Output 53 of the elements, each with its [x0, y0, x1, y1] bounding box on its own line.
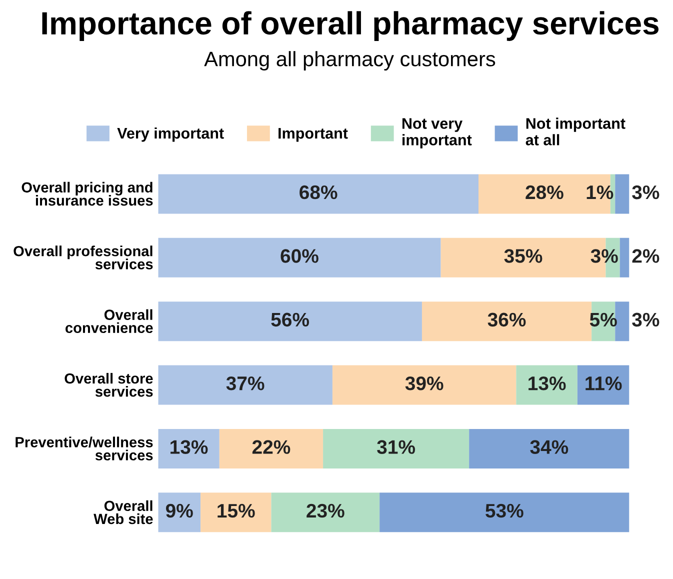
- data-label: 35%: [504, 249, 542, 263]
- data-label: 34%: [530, 440, 568, 454]
- data-label: 60%: [280, 249, 318, 263]
- data-label: 9%: [166, 504, 193, 518]
- y-tick-label: Overall store services: [64, 372, 153, 397]
- data-label: 31%: [377, 440, 416, 454]
- data-label: 36%: [488, 312, 526, 327]
- data-label: 5%: [590, 312, 617, 327]
- y-tick-label: Overall convenience: [66, 309, 153, 334]
- bar: [332, 365, 516, 405]
- bar: [323, 428, 470, 468]
- data-label: 13%: [528, 376, 566, 390]
- data-label: 3%: [632, 312, 660, 327]
- legend-label: Very important: [117, 127, 224, 142]
- data-label: 56%: [271, 312, 310, 327]
- data-label: 37%: [226, 376, 264, 390]
- bar: [219, 428, 324, 468]
- bar: [158, 365, 332, 405]
- bar: [620, 238, 630, 278]
- data-label: 28%: [526, 185, 564, 200]
- chart-title: Importance of overall pharmacy services: [42, 11, 658, 41]
- bar: [200, 492, 272, 532]
- bar: [615, 302, 630, 342]
- data-label: 11%: [586, 376, 622, 390]
- bar: [615, 174, 630, 214]
- bar: [158, 302, 422, 342]
- data-label: 1%: [586, 185, 614, 200]
- bar: [271, 492, 380, 532]
- bar: [516, 365, 578, 405]
- data-label: 13%: [170, 440, 208, 454]
- legend-label: Important: [278, 128, 348, 142]
- bar: [158, 238, 441, 278]
- data-label: 68%: [300, 185, 338, 200]
- data-label: 2%: [632, 249, 660, 263]
- data-label: 3%: [632, 185, 660, 200]
- y-tick-label: Overall professional services: [14, 246, 153, 270]
- data-label: 3%: [590, 249, 618, 263]
- data-label: 22%: [252, 440, 290, 454]
- data-label: 53%: [486, 504, 524, 518]
- chart-subtitle: Among all pharmacy customers: [204, 51, 496, 71]
- bar: [158, 428, 220, 468]
- legend-label: Not very important: [402, 118, 472, 148]
- bar: [380, 492, 630, 532]
- y-tick-label: Overall Web site: [94, 500, 153, 524]
- bar: [158, 174, 479, 214]
- bar: [469, 428, 630, 468]
- legend-label: Not important at all: [526, 118, 626, 146]
- data-label: 15%: [218, 504, 255, 518]
- data-label: 39%: [405, 376, 444, 390]
- y-tick-label: Preventive/wellness services: [16, 436, 153, 460]
- y-tick-label: Overall pricing and insurance issues: [22, 182, 153, 206]
- data-label: 23%: [306, 504, 344, 518]
- bar: [422, 302, 592, 342]
